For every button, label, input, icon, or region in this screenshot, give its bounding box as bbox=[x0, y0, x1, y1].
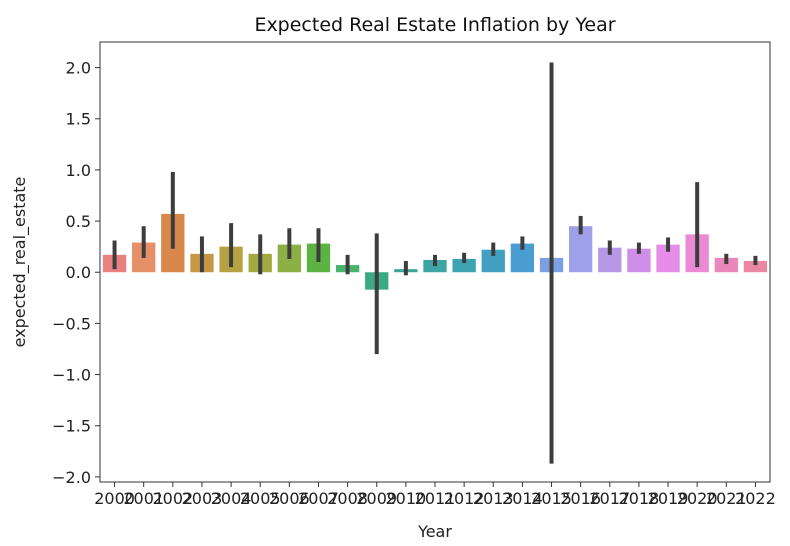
bar-2013 bbox=[481, 249, 505, 273]
x-tick-label-2018: 2018 bbox=[619, 489, 660, 508]
error-bars-group bbox=[112, 62, 758, 464]
x-tick-label-2011: 2011 bbox=[415, 489, 456, 508]
x-tick-label-2016: 2016 bbox=[560, 489, 601, 508]
bar-2022 bbox=[743, 260, 768, 273]
x-tick-label-2002: 2002 bbox=[152, 489, 193, 508]
chart-title: Expected Real Estate Inflation by Year bbox=[254, 14, 615, 36]
x-tick-label-2009: 2009 bbox=[356, 489, 397, 508]
bar-2021 bbox=[714, 257, 738, 273]
x-tick-label-2020: 2020 bbox=[677, 489, 718, 508]
x-tick-label-2019: 2019 bbox=[648, 489, 689, 508]
bar-2018 bbox=[627, 248, 651, 273]
x-tick-label-2008: 2008 bbox=[327, 489, 368, 508]
x-tick-label-2015: 2015 bbox=[531, 489, 572, 508]
x-tick-label-2021: 2021 bbox=[706, 489, 747, 508]
y-tick-label: 0.5 bbox=[66, 212, 91, 231]
x-tick-label-2013: 2013 bbox=[473, 489, 514, 508]
x-tick-label-2003: 2003 bbox=[182, 489, 223, 508]
y-tick-label: 1.0 bbox=[66, 161, 91, 180]
x-tick-label-2010: 2010 bbox=[386, 489, 427, 508]
y-axis-label: expected_real_estate bbox=[10, 177, 30, 348]
bar-2012 bbox=[452, 258, 476, 273]
bar-2016 bbox=[569, 226, 593, 273]
x-tick-label-2014: 2014 bbox=[502, 489, 543, 508]
x-axis: 2000200120022003200420052006200720082009… bbox=[94, 482, 776, 508]
y-tick-label: −1.5 bbox=[52, 417, 91, 436]
y-tick-label: −2.0 bbox=[52, 468, 91, 487]
y-tick-label: −0.5 bbox=[52, 314, 91, 333]
x-tick-label-2001: 2001 bbox=[123, 489, 164, 508]
y-tick-label: −1.0 bbox=[52, 366, 91, 385]
y-axis: 2.0 1.5 1.0 0.5 0.0 −0.5 −1.0 −1.5 −2.0 bbox=[52, 59, 100, 487]
y-tick-label: 0.0 bbox=[66, 263, 91, 282]
x-tick-label-2007: 2007 bbox=[298, 489, 339, 508]
x-tick-label-2004: 2004 bbox=[211, 489, 252, 508]
x-tick-label-2012: 2012 bbox=[444, 489, 485, 508]
y-tick-label: 2.0 bbox=[66, 59, 91, 78]
x-tick-label-2005: 2005 bbox=[240, 489, 281, 508]
x-tick-label-2017: 2017 bbox=[589, 489, 630, 508]
x-tick-label-2022: 2022 bbox=[735, 489, 776, 508]
bar-2014 bbox=[510, 243, 535, 273]
x-axis-label: Year bbox=[417, 522, 452, 541]
y-tick-label: 1.5 bbox=[66, 110, 91, 129]
bar-2017 bbox=[598, 247, 622, 273]
x-tick-label-2000: 2000 bbox=[94, 489, 135, 508]
x-tick-label-2006: 2006 bbox=[269, 489, 310, 508]
bar-2019 bbox=[656, 244, 680, 273]
